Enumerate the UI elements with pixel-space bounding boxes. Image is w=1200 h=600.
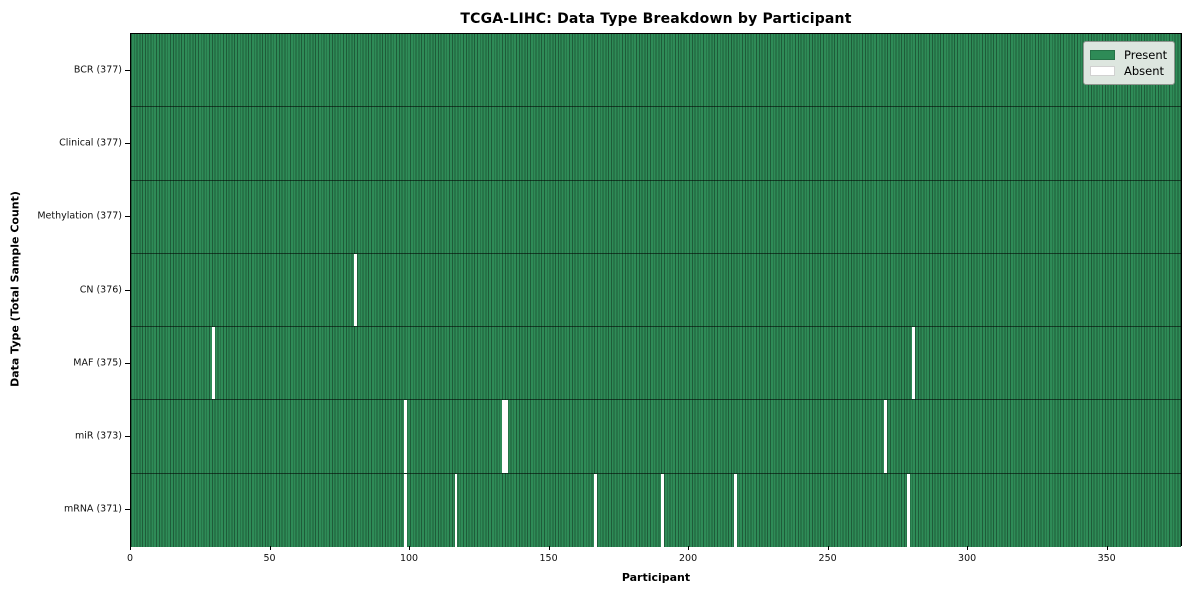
heatmap-row-BCR (131, 34, 1181, 108)
x-axis-tick-label: 150 (539, 553, 558, 564)
y-axis-tick-label: Clinical (377) (59, 137, 122, 149)
heatmap-row-mRNA (131, 473, 1181, 547)
x-axis-tick-label: 200 (679, 553, 698, 564)
y-tick (125, 509, 130, 511)
absent-cell-mRNA-98 (404, 473, 408, 547)
absent-cell-mRNA-116 (454, 473, 458, 547)
absent-cell-MAF-29 (211, 327, 215, 400)
x-axis-tick-label: 100 (399, 553, 419, 564)
y-tick (125, 289, 130, 291)
heatmap-row-Methylation (131, 180, 1181, 254)
y-axis-tick-label: CN (376) (79, 284, 122, 295)
heatmap-row-miR (131, 400, 1181, 474)
x-axis-label: Participant (621, 571, 691, 584)
x-axis-tick-label: 0 (126, 553, 134, 564)
absent-cell-mRNA-190 (661, 473, 664, 547)
absent-cell-CN-80 (354, 253, 358, 327)
absent-cell-MAF-280 (912, 327, 916, 400)
legend-entry-absent: Absent (1090, 63, 1168, 79)
x-tick (130, 546, 131, 550)
legend-label: Absent (1124, 64, 1165, 78)
plot-area (130, 33, 1182, 547)
y-axis-tick-label: BCR (377) (73, 64, 122, 76)
legend: Present Absent (1083, 41, 1175, 85)
x-tick (269, 546, 271, 550)
absent-cell-mRNA-166 (594, 473, 597, 547)
y-axis-tick-label: MAF (375) (73, 357, 122, 369)
y-tick (125, 362, 130, 364)
y-tick (125, 69, 130, 71)
absent-cell-miR-270 (884, 400, 888, 473)
absent-cell-mRNA-278 (906, 473, 910, 547)
legend-label: Present (1124, 48, 1168, 62)
heatmap-row-MAF (131, 327, 1181, 401)
y-axis-tick-label: miR (373) (74, 430, 122, 442)
chart-title: TCGA-LIHC: Data Type Breakdown by Partic… (460, 11, 852, 27)
x-tick (548, 546, 550, 550)
x-axis-tick-label: 250 (818, 553, 837, 564)
legend-swatch-absent (1090, 66, 1115, 76)
heatmap-row-CN (131, 253, 1181, 328)
y-axis-tick-label: mRNA (371) (63, 503, 122, 515)
x-tick (967, 546, 969, 550)
x-tick (409, 546, 411, 550)
x-tick (827, 546, 829, 550)
x-axis-tick-label: 50 (263, 553, 276, 564)
y-axis-tick-label: Methylation (377) (37, 210, 122, 222)
absent-cell-mRNA-216 (733, 473, 737, 547)
absent-cell-miR-133 (502, 400, 505, 473)
legend-swatch-present (1090, 50, 1115, 60)
x-axis-tick-label: 350 (1097, 553, 1116, 564)
y-tick (125, 216, 130, 218)
x-tick (688, 546, 690, 550)
absent-cell-miR-134 (504, 400, 508, 473)
heatmap-row-Clinical (131, 107, 1181, 181)
y-tick (125, 142, 130, 144)
legend-entry-present: Present (1090, 47, 1168, 63)
x-axis-tick-label: 300 (958, 553, 977, 564)
y-tick (125, 436, 130, 438)
x-tick (1106, 546, 1108, 550)
absent-cell-miR-98 (404, 400, 408, 473)
